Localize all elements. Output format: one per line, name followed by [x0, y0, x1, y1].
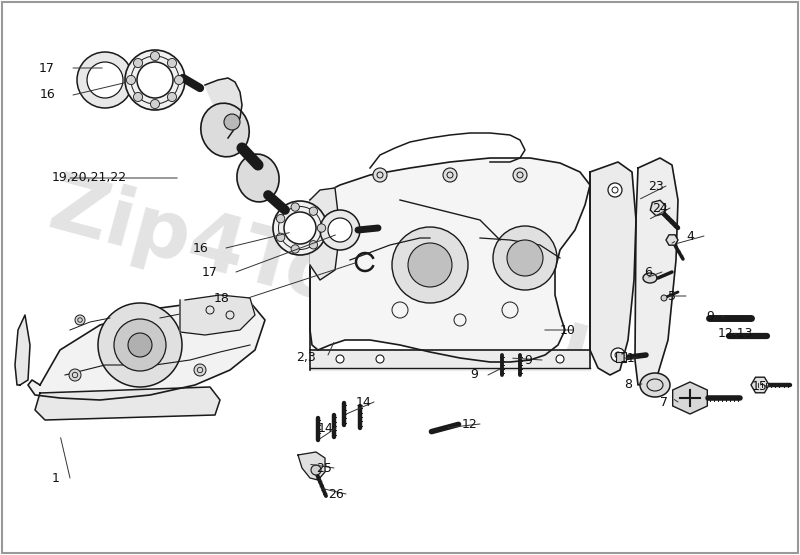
Polygon shape	[28, 300, 265, 400]
Text: 9: 9	[706, 310, 714, 322]
Circle shape	[126, 75, 135, 84]
Circle shape	[493, 226, 557, 290]
Text: 12: 12	[462, 417, 478, 431]
Circle shape	[291, 245, 299, 253]
Circle shape	[608, 183, 622, 197]
Text: 6: 6	[644, 265, 652, 279]
Ellipse shape	[643, 273, 657, 283]
Circle shape	[277, 214, 285, 223]
Circle shape	[150, 52, 159, 60]
Text: 1: 1	[52, 472, 60, 485]
Text: 12,13: 12,13	[718, 327, 754, 341]
Circle shape	[224, 114, 240, 130]
Text: 8: 8	[624, 377, 632, 391]
Circle shape	[336, 355, 344, 363]
Text: 5: 5	[668, 290, 676, 302]
Circle shape	[311, 465, 321, 475]
Circle shape	[134, 93, 142, 102]
Text: 26: 26	[328, 487, 344, 501]
Circle shape	[277, 233, 285, 241]
Circle shape	[75, 315, 85, 325]
Text: 17: 17	[202, 265, 218, 279]
Bar	[616, 352, 626, 362]
Text: 9: 9	[470, 369, 478, 381]
Circle shape	[513, 168, 527, 182]
Text: 15: 15	[752, 380, 768, 392]
Circle shape	[291, 203, 299, 211]
Circle shape	[507, 240, 543, 276]
Polygon shape	[650, 200, 666, 216]
Circle shape	[98, 303, 182, 387]
Text: 7: 7	[660, 396, 668, 408]
Text: 11: 11	[620, 351, 636, 365]
Circle shape	[408, 243, 452, 287]
Polygon shape	[15, 315, 30, 385]
Text: 9: 9	[524, 354, 532, 366]
Circle shape	[310, 207, 318, 215]
Circle shape	[443, 168, 457, 182]
Circle shape	[128, 333, 152, 357]
Polygon shape	[205, 78, 242, 138]
Circle shape	[273, 201, 327, 255]
Polygon shape	[310, 188, 340, 280]
Text: 14: 14	[356, 396, 372, 408]
Polygon shape	[751, 377, 769, 393]
Text: 24: 24	[652, 201, 668, 214]
Polygon shape	[635, 158, 678, 385]
Circle shape	[167, 93, 177, 102]
Text: Zip4Tools.ru: Zip4Tools.ru	[41, 168, 599, 387]
Circle shape	[69, 369, 81, 381]
Polygon shape	[673, 382, 707, 414]
Circle shape	[556, 355, 564, 363]
Text: 16: 16	[192, 241, 208, 255]
Circle shape	[320, 210, 360, 250]
Circle shape	[194, 364, 206, 376]
Ellipse shape	[640, 373, 670, 397]
Circle shape	[661, 295, 667, 301]
Polygon shape	[310, 350, 590, 370]
Circle shape	[114, 319, 166, 371]
Text: 10: 10	[560, 324, 576, 336]
Polygon shape	[35, 387, 220, 420]
Text: 19,20,21,22: 19,20,21,22	[52, 171, 127, 184]
Circle shape	[373, 168, 387, 182]
Circle shape	[134, 58, 142, 68]
Polygon shape	[298, 452, 325, 480]
Circle shape	[77, 52, 133, 108]
Polygon shape	[666, 235, 678, 245]
Circle shape	[125, 50, 185, 110]
Circle shape	[87, 62, 123, 98]
Polygon shape	[310, 158, 590, 362]
Polygon shape	[590, 162, 636, 375]
Text: 14: 14	[318, 421, 334, 435]
Ellipse shape	[237, 154, 279, 202]
Circle shape	[392, 227, 468, 303]
Circle shape	[611, 348, 625, 362]
Text: 16: 16	[39, 88, 55, 102]
Circle shape	[328, 218, 352, 242]
Circle shape	[150, 99, 159, 109]
Ellipse shape	[201, 103, 250, 157]
Text: 17: 17	[39, 62, 55, 74]
Circle shape	[310, 241, 318, 249]
Text: 18: 18	[214, 291, 230, 305]
Circle shape	[167, 58, 177, 68]
Text: 23: 23	[648, 179, 664, 193]
Circle shape	[137, 62, 173, 98]
Text: 2,3: 2,3	[296, 351, 316, 365]
Text: 4: 4	[686, 230, 694, 243]
Circle shape	[318, 224, 326, 232]
Circle shape	[174, 75, 183, 84]
Circle shape	[376, 355, 384, 363]
Text: 25: 25	[316, 462, 332, 475]
Circle shape	[284, 212, 316, 244]
Polygon shape	[180, 295, 255, 335]
